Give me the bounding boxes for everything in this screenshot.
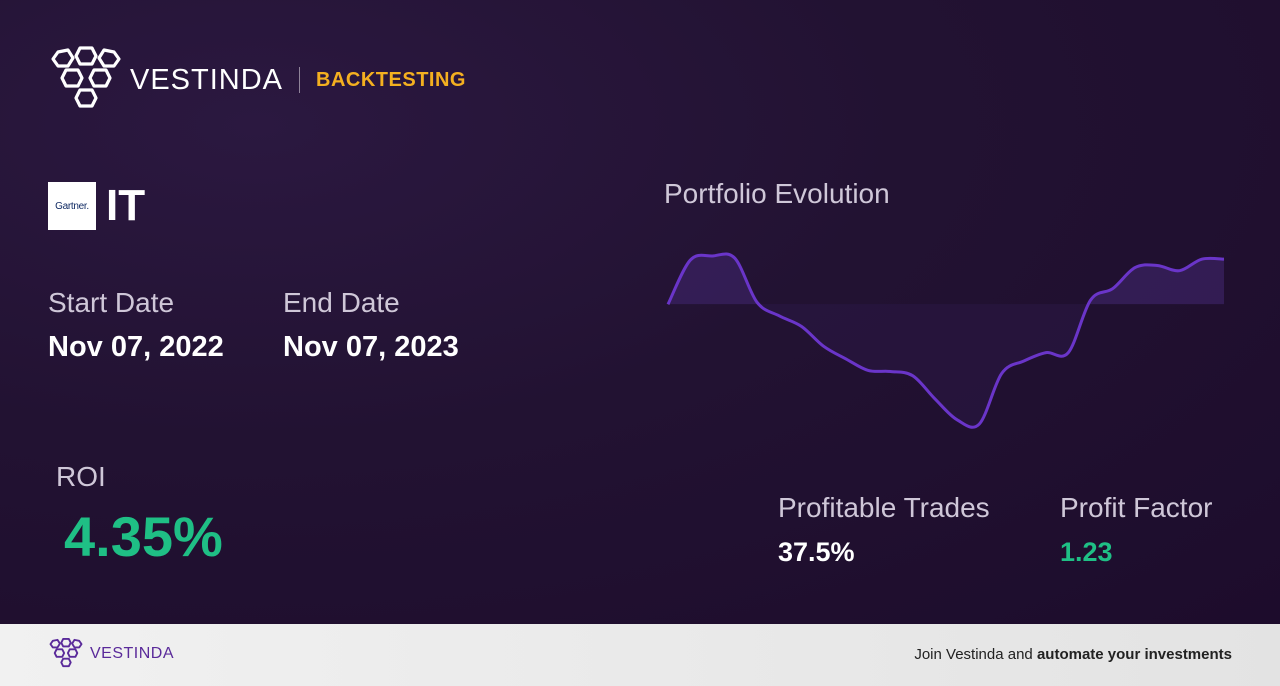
brand-name: VESTINDA <box>130 63 284 96</box>
hexagon-cluster-icon <box>49 638 83 668</box>
profit-factor-value: 1.23 <box>1060 537 1113 567</box>
start-date-value: Nov 07, 2022 <box>48 331 224 363</box>
footer-brand: VESTINDA <box>90 645 175 662</box>
chart-area-negative <box>668 304 1224 428</box>
roi-label: ROI <box>56 461 106 492</box>
profitable-trades-label: Profitable Trades <box>778 492 990 523</box>
asset-ticker: Gartner. IT <box>48 182 145 230</box>
company-logo: Gartner. <box>48 182 96 230</box>
footer-cta-bold: automate your investments <box>1036 646 1232 663</box>
footer-cta[interactable]: Join Vestinda and automate your investme… <box>914 646 1232 663</box>
profitable-trades-value: 37.5% <box>778 537 855 567</box>
chart-title: Portfolio Evolution <box>664 178 890 209</box>
end-date-value: Nov 07, 2023 <box>283 331 459 363</box>
profit-factor-label: Profit Factor <box>1060 492 1213 523</box>
footer: VESTINDA Join Vestinda and automate your… <box>0 624 1280 686</box>
start-date-label: Start Date <box>48 287 175 318</box>
footer-logo[interactable]: VESTINDA <box>48 638 174 670</box>
ticker-symbol: IT <box>106 181 146 230</box>
chart-area-positive <box>668 253 1224 305</box>
chart-series-line <box>666 252 1225 429</box>
roi-value: 4.35% <box>64 505 223 568</box>
header: VESTINDA BACKTESTING <box>48 46 466 114</box>
header-divider <box>299 67 301 93</box>
hexagon-cluster-icon <box>51 46 121 108</box>
portfolio-evolution-chart <box>666 252 1225 429</box>
end-date-label: End Date <box>283 287 400 318</box>
backtest-card: VESTINDA BACKTESTING Gartner. IT Start D… <box>0 0 1280 624</box>
company-logo-text: Gartner. <box>55 200 89 212</box>
footer-cta-prefix: Join Vestinda and <box>914 646 1037 663</box>
section-tag: BACKTESTING <box>316 68 466 91</box>
